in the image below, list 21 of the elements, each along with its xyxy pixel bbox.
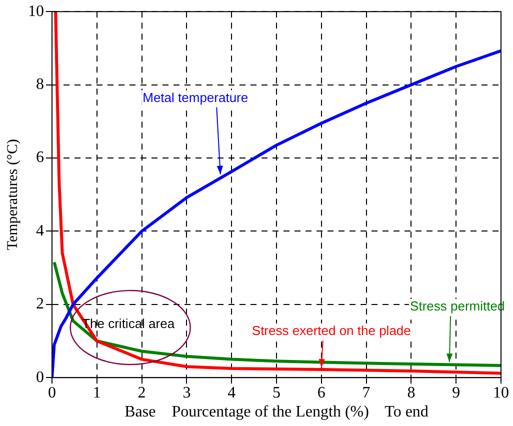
- annotation: Metal temperature: [142, 90, 248, 105]
- x-axis-title: Base Pourcentage of the Length (%) To end: [124, 404, 428, 421]
- x-tick-label: 0: [48, 384, 56, 402]
- x-tick-label: 1: [92, 384, 101, 402]
- x-tick-label: 4: [228, 384, 236, 402]
- annotation: Stress exerted on the plade: [252, 323, 411, 338]
- x-tick-label: 8: [407, 384, 416, 402]
- y-tick-label: 4: [36, 222, 44, 240]
- y-tick-label: 6: [36, 149, 44, 166]
- y-tick-label: 8: [36, 76, 44, 94]
- y-axis-title: Temperatures (°C): [4, 139, 21, 250]
- x-tick-label: 2: [138, 384, 146, 402]
- x-tick-label: 5: [272, 384, 280, 402]
- x-tick-label: 7: [362, 384, 370, 402]
- x-tick-label: 10: [493, 384, 509, 402]
- y-tick-label: 2: [36, 296, 44, 313]
- y-tick-label: 10: [28, 2, 44, 20]
- x-tick-label: 9: [452, 384, 460, 402]
- x-tick-label: 6: [317, 384, 326, 402]
- y-tick-label: 0: [36, 368, 44, 386]
- x-tick-label: 3: [182, 384, 191, 402]
